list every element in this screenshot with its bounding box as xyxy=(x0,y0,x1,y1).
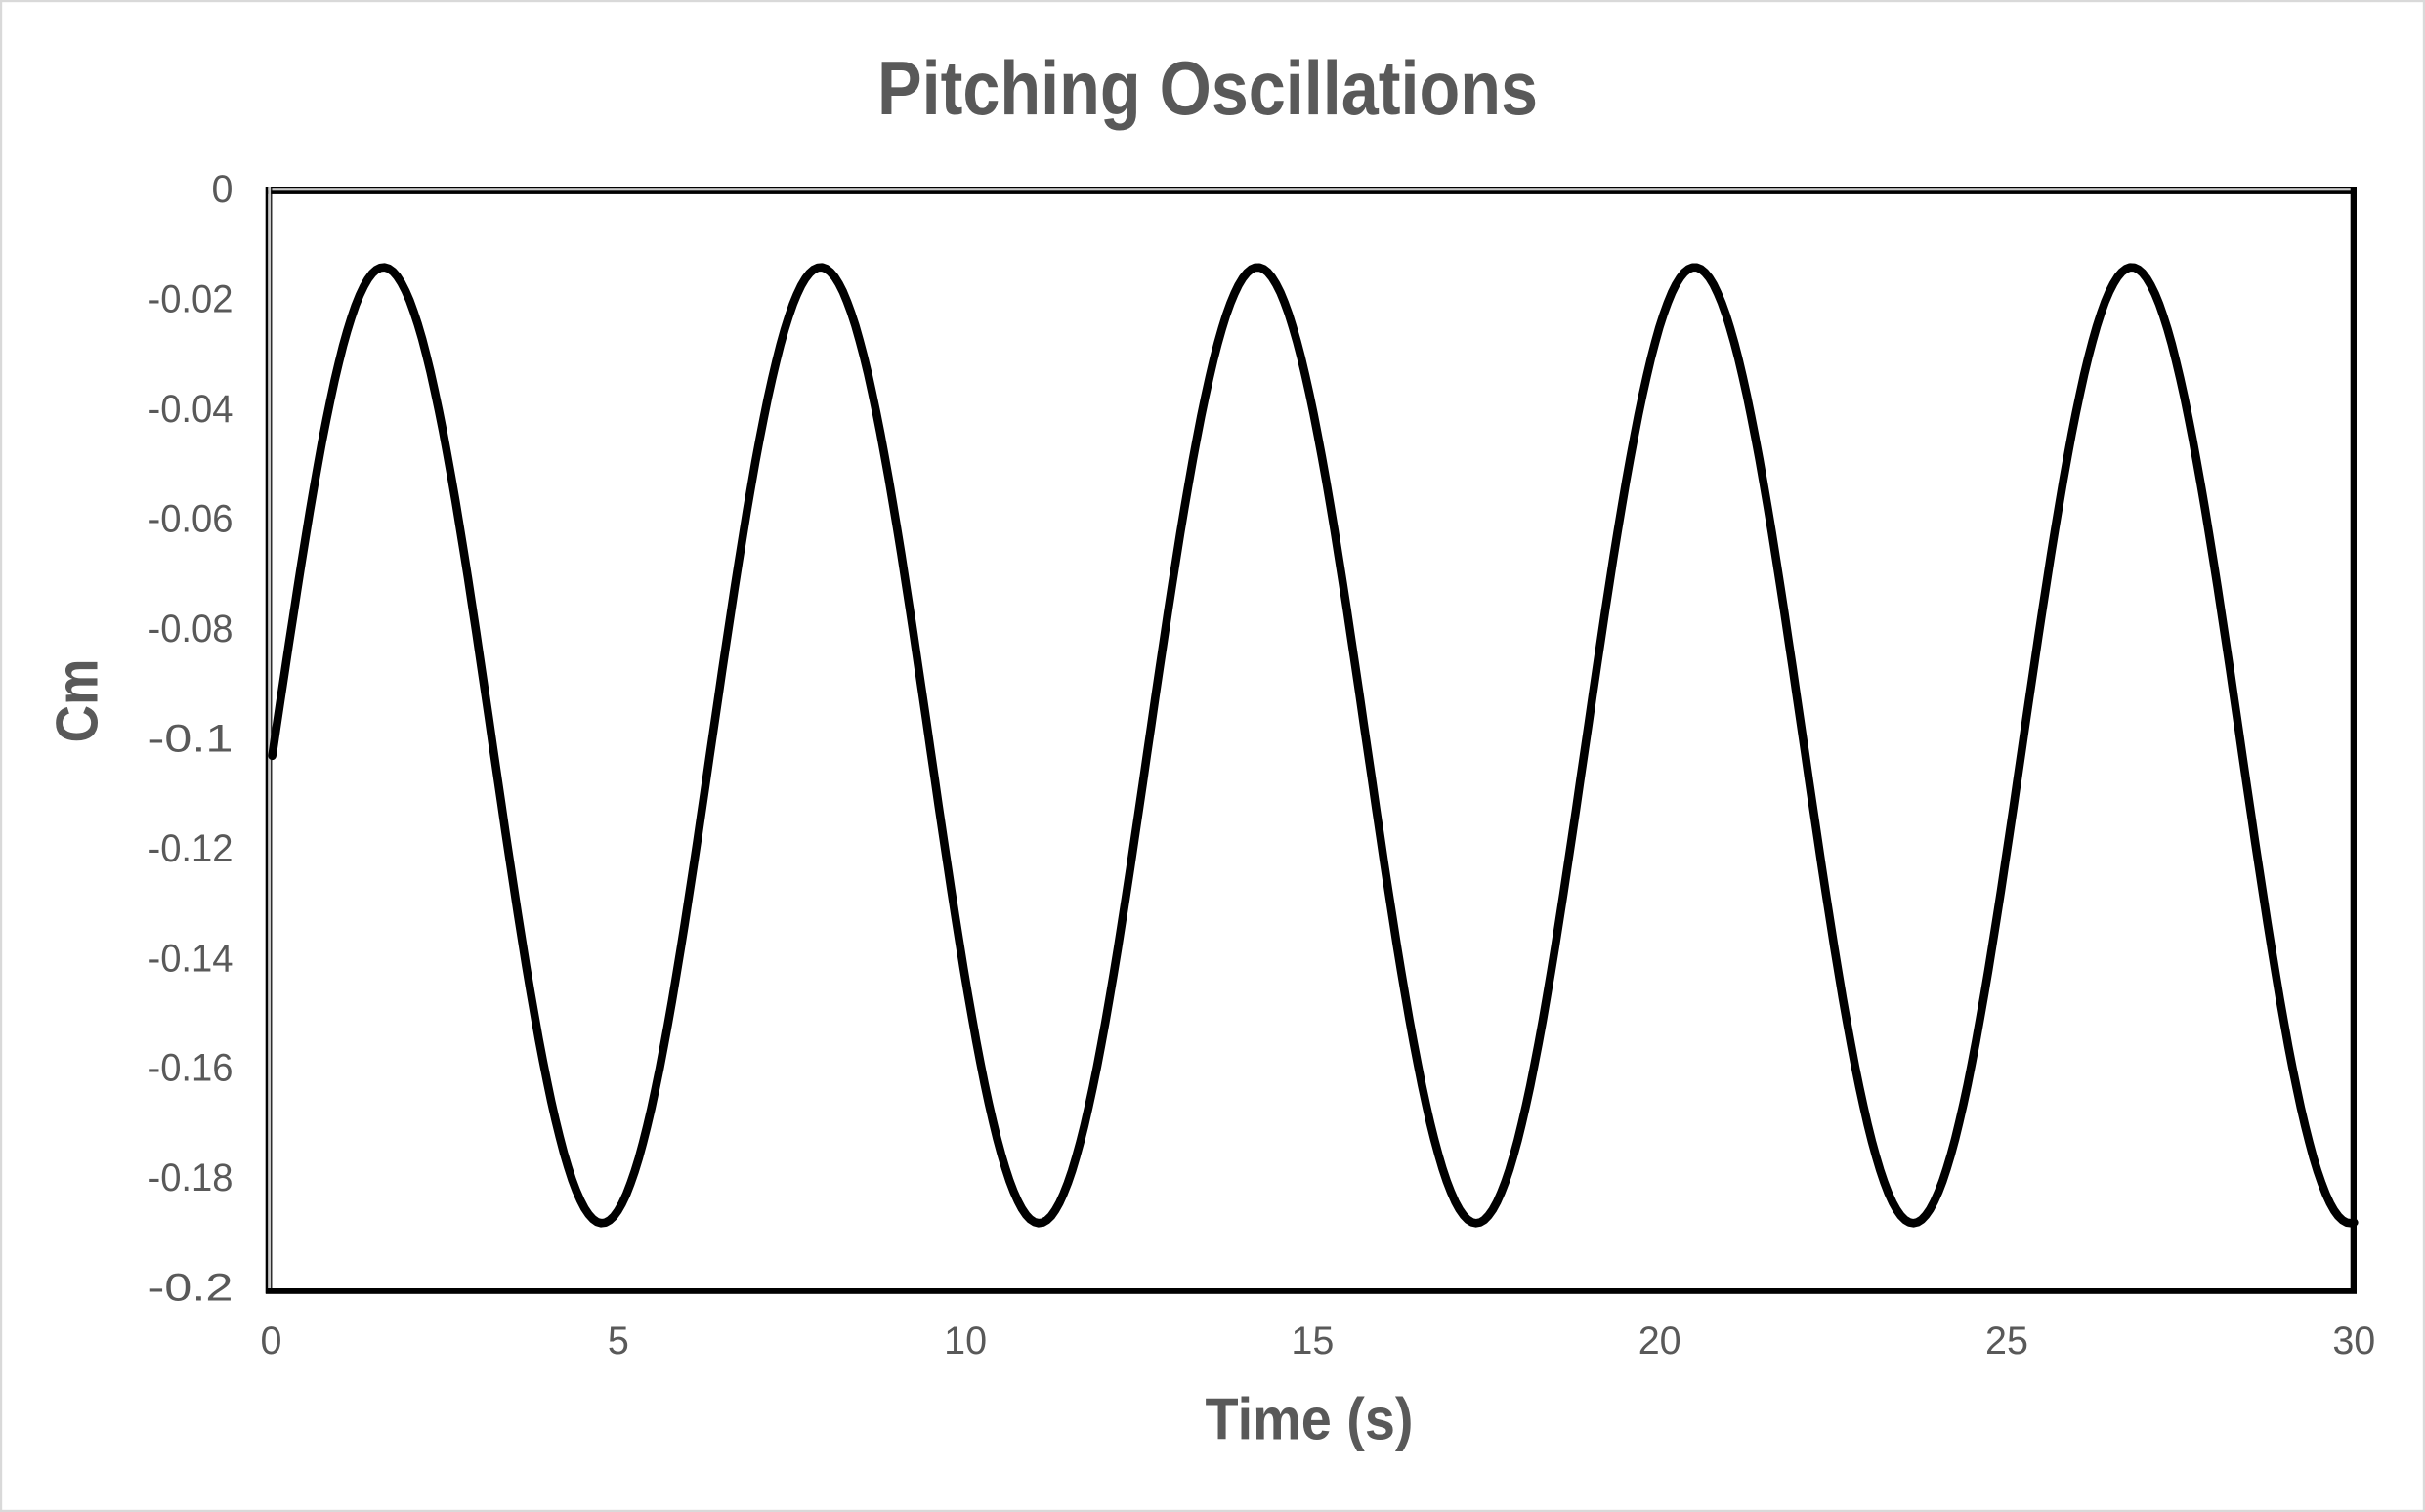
svg-text:0: 0 xyxy=(261,1320,282,1363)
svg-text:-0.08: -0.08 xyxy=(149,608,234,651)
svg-text:30: 30 xyxy=(2332,1320,2375,1363)
svg-text:25: 25 xyxy=(1985,1320,2028,1363)
svg-text:Cm: Cm xyxy=(45,659,110,743)
svg-text:-0.14: -0.14 xyxy=(149,937,234,980)
svg-text:Pitching Oscillations: Pitching Oscillations xyxy=(877,45,1538,131)
svg-text:-0.16: -0.16 xyxy=(149,1047,234,1090)
svg-text:10: 10 xyxy=(944,1320,987,1363)
svg-text:-0.02: -0.02 xyxy=(149,278,234,321)
svg-text:20: 20 xyxy=(1638,1320,1681,1363)
svg-text:-0.18: -0.18 xyxy=(149,1156,234,1199)
svg-text:5: 5 xyxy=(608,1320,629,1363)
svg-text:-0.04: -0.04 xyxy=(149,388,234,431)
svg-text:15: 15 xyxy=(1291,1320,1334,1363)
svg-text:-0.1: -0.1 xyxy=(149,717,234,760)
svg-text:0: 0 xyxy=(212,168,234,211)
svg-text:-0.06: -0.06 xyxy=(149,498,234,541)
svg-text:-0.12: -0.12 xyxy=(149,827,234,870)
svg-text:Time (s): Time (s) xyxy=(1206,1387,1414,1452)
svg-text:-0.2: -0.2 xyxy=(149,1267,234,1310)
